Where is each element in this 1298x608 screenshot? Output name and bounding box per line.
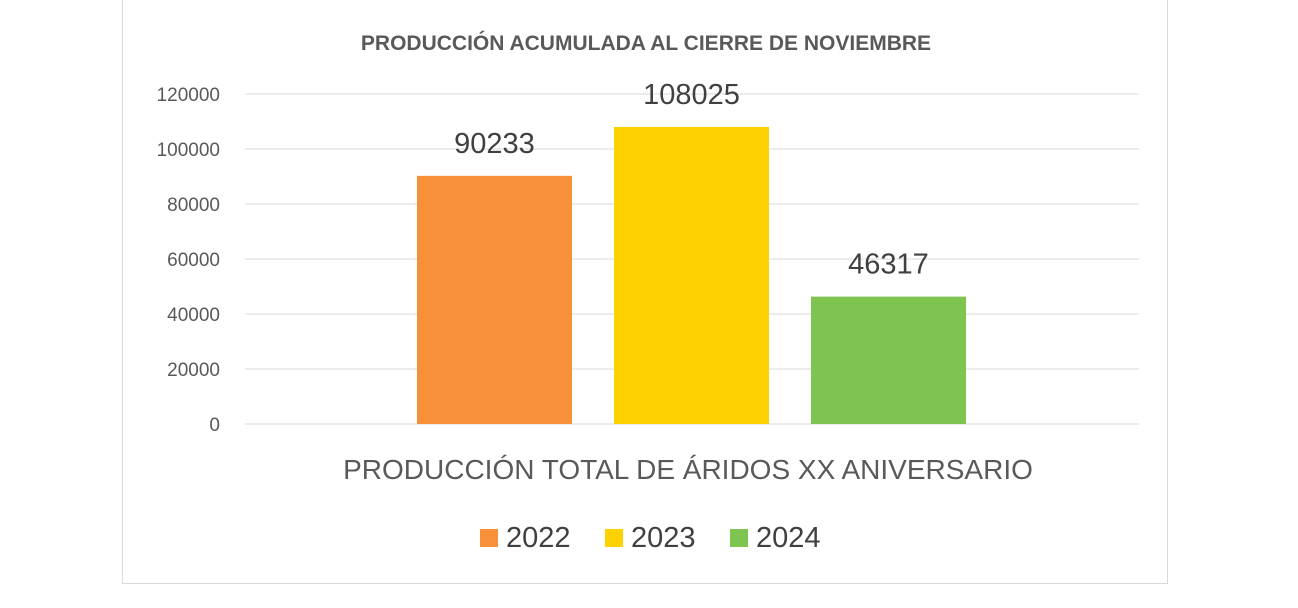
- legend-label-2022: 2022: [506, 522, 571, 554]
- y-tick-label: 0: [209, 415, 220, 436]
- y-axis-ticks: 120000 100000 80000 60000 40000 20000 0: [157, 85, 220, 436]
- bars: [417, 126, 966, 425]
- legend-swatch-2023: [605, 529, 623, 547]
- data-label-2024: 46317: [848, 249, 929, 281]
- legend-label-2024: 2024: [756, 522, 821, 554]
- y-tick-label: 100000: [157, 140, 220, 161]
- bar-chart: PRODUCCIÓN ACUMULADA AL CIERRE DE NOVIEM…: [157, 31, 1139, 554]
- bar-2022: [417, 175, 572, 424]
- y-tick-label: 60000: [167, 250, 220, 271]
- bar-2024: [811, 296, 966, 424]
- legend-swatch-2022: [480, 529, 498, 547]
- y-tick-label: 80000: [167, 195, 220, 216]
- chart-frame: PRODUCCIÓN ACUMULADA AL CIERRE DE NOVIEM…: [122, 0, 1168, 584]
- legend: 2022 2023 2024: [480, 522, 821, 554]
- data-label-2022: 90233: [454, 128, 535, 160]
- y-tick-label: 20000: [167, 360, 220, 381]
- x-axis-label: PRODUCCIÓN TOTAL DE ÁRIDOS XX ANIVERSARI…: [343, 454, 1033, 485]
- data-labels: 90233 108025 46317: [454, 79, 929, 281]
- data-label-2023: 108025: [643, 79, 740, 111]
- legend-swatch-2024: [730, 529, 748, 547]
- y-tick-label: 120000: [157, 85, 220, 106]
- bar-2023: [614, 126, 769, 425]
- legend-label-2023: 2023: [631, 522, 696, 554]
- y-tick-label: 40000: [167, 305, 220, 326]
- chart-title: PRODUCCIÓN ACUMULADA AL CIERRE DE NOVIEM…: [361, 31, 931, 55]
